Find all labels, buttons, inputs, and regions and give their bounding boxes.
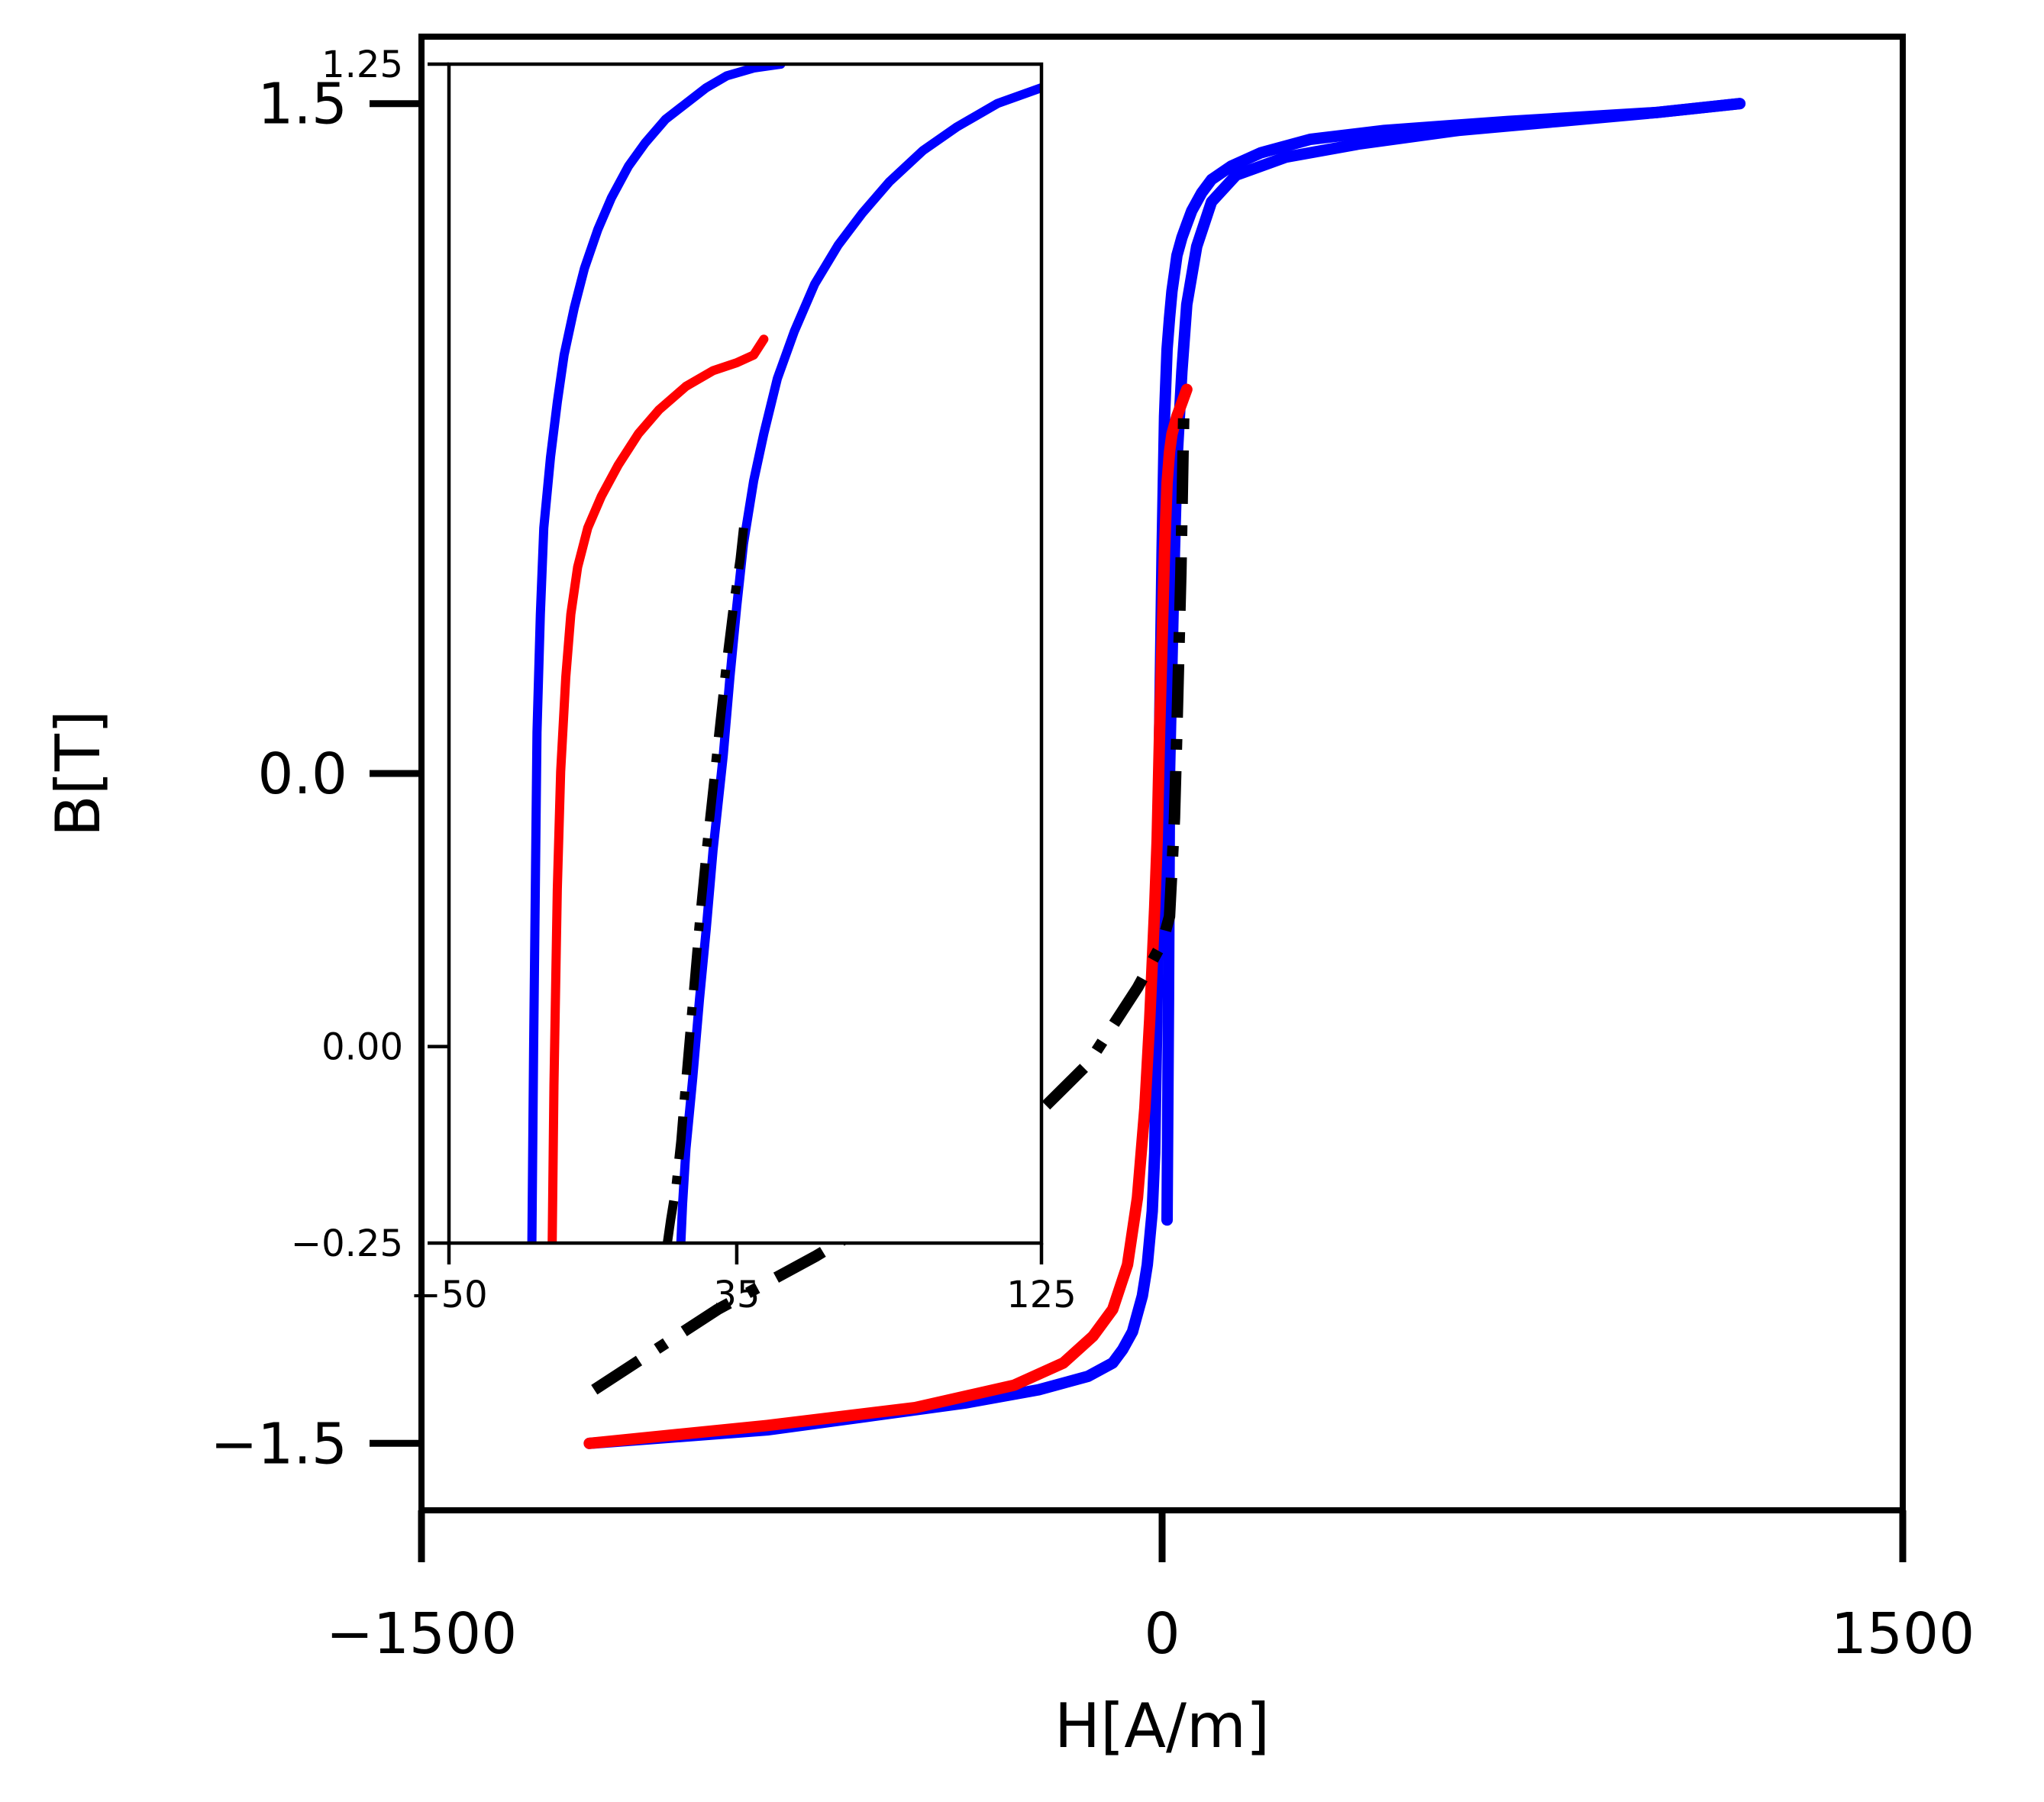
inset-y-tick-label: 0.00 (321, 1026, 403, 1069)
main-y-tick-label: −1.5 (210, 1411, 347, 1477)
inset-x-tick-label: 125 (1006, 1274, 1077, 1316)
main-plot: −1500 0 1500 −1.5 0.0 1.5 H[A/m] B[T] (43, 34, 1975, 1762)
x-axis-label: H[A/m] (1054, 1691, 1270, 1762)
inset-background (449, 64, 1041, 1243)
inset-plot-frame (447, 62, 1044, 1245)
inset-series-0-line (527, 64, 786, 1243)
inset-x-tick-label: −50 (410, 1274, 487, 1316)
main-series-3-line (591, 407, 1190, 1395)
main-series-group (583, 98, 1746, 1449)
inset-series-3-line (663, 527, 748, 1243)
main-x-tick-label: 0 (1144, 1601, 1180, 1667)
main-tick-group: −1500 0 1500 −1.5 0.0 1.5 (210, 72, 1975, 1667)
inset-x-tick-label: 35 (713, 1274, 760, 1316)
y-axis-label: B[T] (43, 710, 114, 837)
inset-plot: −50 35 125 −0.25 0.00 1.25 (291, 44, 1077, 1316)
main-series-2-line (583, 383, 1193, 1449)
inset-series-1-line (676, 82, 1041, 1243)
main-x-tick-label: −1500 (326, 1601, 517, 1667)
inset-series-2-line (547, 334, 769, 1243)
inset-y-tick-label: 1.25 (321, 44, 403, 86)
inset-y-tick-label: −0.25 (291, 1222, 403, 1265)
main-x-tick-label: 1500 (1831, 1601, 1975, 1667)
main-series-0-line (583, 98, 1746, 1449)
inset-series-group (527, 64, 1041, 1243)
main-y-tick-label: 0.0 (257, 741, 347, 807)
main-y-tick-label: 1.5 (257, 72, 347, 137)
main-series-1-line (1161, 98, 1746, 1226)
inset-tick-group: −50 35 125 −0.25 0.00 1.25 (291, 44, 1077, 1316)
